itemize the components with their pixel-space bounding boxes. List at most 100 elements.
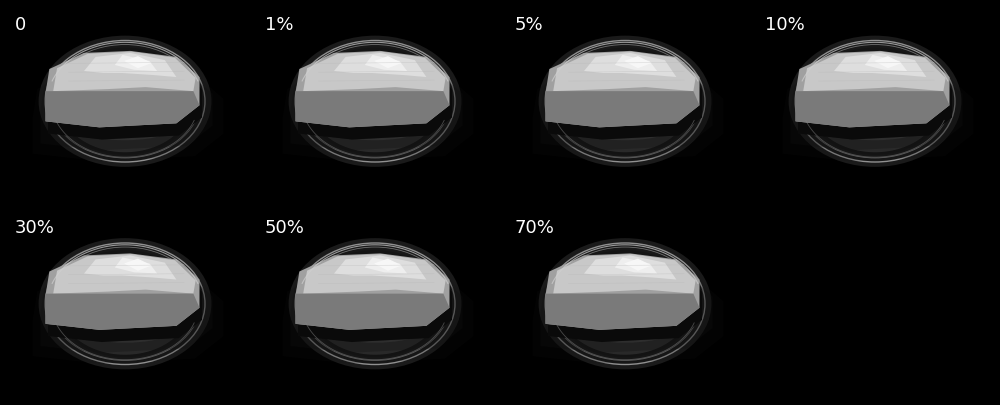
Polygon shape: [48, 63, 202, 139]
Polygon shape: [546, 51, 700, 127]
Text: 10%: 10%: [765, 16, 805, 34]
Polygon shape: [303, 52, 446, 91]
Polygon shape: [53, 52, 196, 91]
Ellipse shape: [583, 324, 667, 343]
Ellipse shape: [45, 243, 205, 364]
Polygon shape: [45, 51, 200, 127]
Polygon shape: [374, 259, 402, 271]
Ellipse shape: [789, 36, 961, 167]
Polygon shape: [298, 63, 452, 139]
Polygon shape: [548, 266, 702, 342]
Polygon shape: [546, 254, 700, 330]
Polygon shape: [798, 63, 952, 139]
Ellipse shape: [39, 36, 211, 167]
Polygon shape: [546, 91, 700, 127]
Polygon shape: [553, 52, 696, 91]
Ellipse shape: [289, 238, 461, 369]
Polygon shape: [308, 101, 442, 152]
Polygon shape: [296, 51, 450, 127]
Polygon shape: [558, 304, 692, 355]
Polygon shape: [296, 254, 450, 330]
Polygon shape: [532, 66, 723, 161]
Polygon shape: [874, 56, 902, 68]
Polygon shape: [48, 266, 202, 342]
Ellipse shape: [555, 250, 695, 358]
Polygon shape: [58, 304, 192, 355]
Ellipse shape: [295, 40, 455, 162]
Polygon shape: [615, 258, 657, 273]
Polygon shape: [624, 259, 652, 271]
Polygon shape: [298, 266, 452, 342]
Polygon shape: [282, 66, 473, 161]
Polygon shape: [624, 56, 652, 68]
Ellipse shape: [555, 47, 695, 155]
Polygon shape: [798, 63, 952, 139]
Polygon shape: [540, 267, 713, 353]
Polygon shape: [808, 101, 942, 152]
Polygon shape: [796, 51, 950, 127]
Polygon shape: [308, 304, 442, 355]
Polygon shape: [296, 91, 450, 127]
Polygon shape: [540, 65, 713, 150]
Ellipse shape: [583, 122, 667, 140]
Polygon shape: [298, 63, 452, 139]
Polygon shape: [365, 55, 407, 71]
Polygon shape: [84, 53, 176, 77]
Polygon shape: [532, 269, 723, 364]
Ellipse shape: [305, 250, 445, 358]
Polygon shape: [53, 254, 196, 294]
Polygon shape: [553, 254, 696, 294]
Ellipse shape: [545, 40, 705, 162]
Polygon shape: [790, 65, 963, 150]
Ellipse shape: [833, 122, 917, 140]
Polygon shape: [124, 56, 152, 68]
Ellipse shape: [333, 324, 417, 343]
Text: 0: 0: [15, 16, 26, 34]
Ellipse shape: [539, 238, 711, 369]
Polygon shape: [45, 254, 200, 330]
Polygon shape: [374, 56, 402, 68]
Ellipse shape: [295, 243, 455, 364]
Polygon shape: [548, 63, 702, 139]
Ellipse shape: [795, 40, 955, 162]
Polygon shape: [796, 91, 950, 127]
Text: 30%: 30%: [15, 219, 55, 237]
Polygon shape: [615, 55, 657, 71]
Ellipse shape: [805, 47, 945, 155]
Text: 1%: 1%: [265, 16, 294, 34]
Ellipse shape: [545, 243, 705, 364]
Polygon shape: [40, 65, 213, 150]
Ellipse shape: [333, 122, 417, 140]
Polygon shape: [32, 66, 223, 161]
Polygon shape: [40, 267, 213, 353]
Ellipse shape: [83, 324, 167, 343]
Polygon shape: [334, 53, 426, 77]
Polygon shape: [282, 269, 473, 364]
Ellipse shape: [45, 40, 205, 162]
Polygon shape: [365, 258, 407, 273]
Polygon shape: [296, 294, 450, 330]
Polygon shape: [124, 259, 152, 271]
Polygon shape: [45, 294, 200, 330]
Ellipse shape: [83, 122, 167, 140]
Polygon shape: [115, 258, 157, 273]
Polygon shape: [834, 53, 926, 77]
Ellipse shape: [305, 47, 445, 155]
Polygon shape: [548, 266, 702, 342]
Polygon shape: [803, 52, 946, 91]
Ellipse shape: [39, 238, 211, 369]
Polygon shape: [558, 101, 692, 152]
Polygon shape: [548, 63, 702, 139]
Text: 70%: 70%: [515, 219, 555, 237]
Polygon shape: [298, 266, 452, 342]
Polygon shape: [84, 256, 176, 279]
Polygon shape: [58, 101, 192, 152]
Polygon shape: [782, 66, 973, 161]
Polygon shape: [290, 267, 463, 353]
Polygon shape: [48, 63, 202, 139]
Polygon shape: [115, 55, 157, 71]
Text: 50%: 50%: [265, 219, 305, 237]
Polygon shape: [32, 269, 223, 364]
Polygon shape: [865, 55, 907, 71]
Polygon shape: [334, 256, 426, 279]
